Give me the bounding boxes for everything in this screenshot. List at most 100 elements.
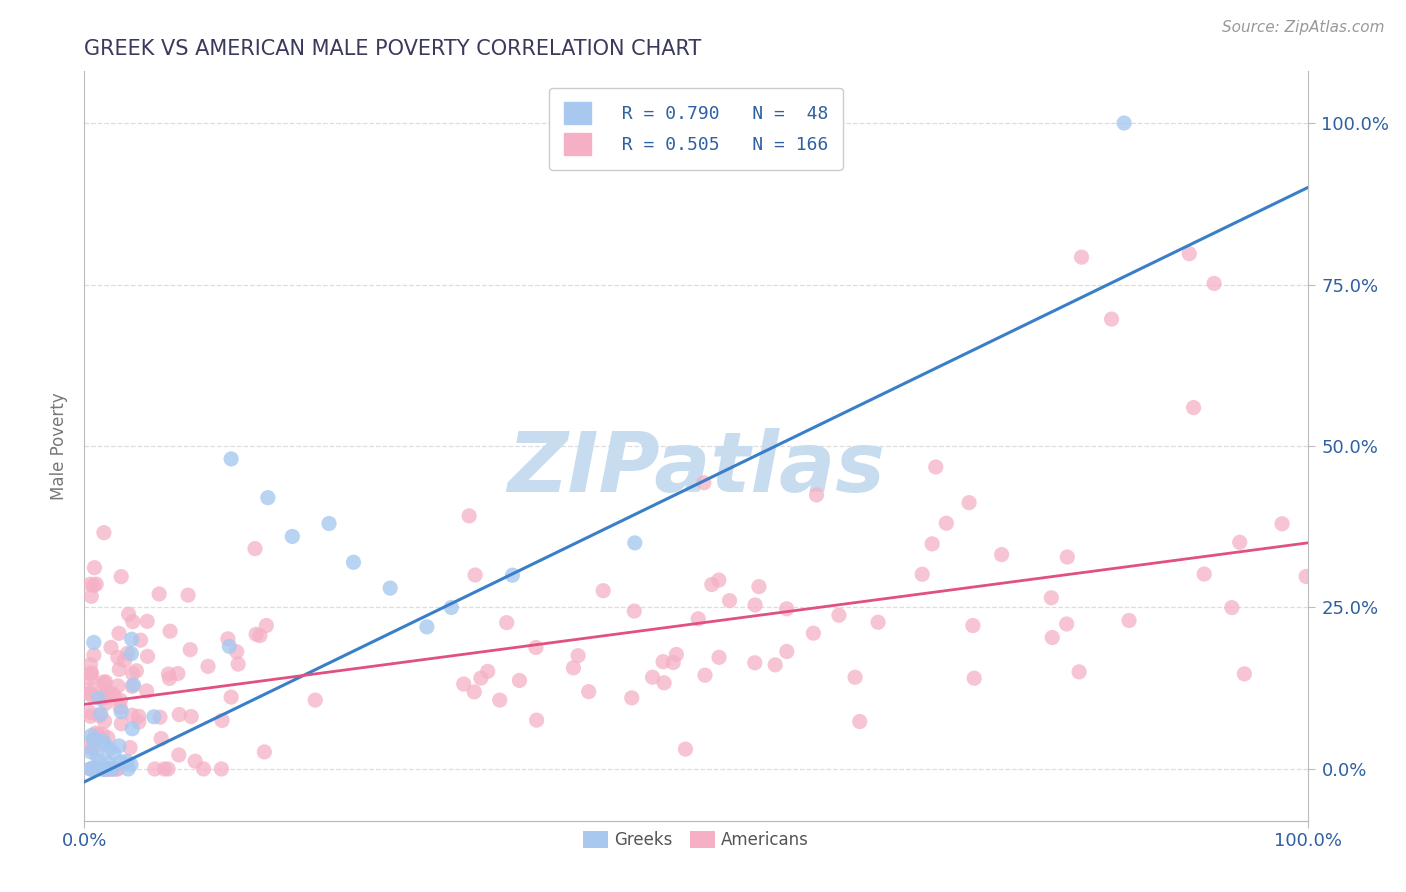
Point [79,657,101,672]
Point [142,710,165,724]
Point [125,664,148,678]
Point [82,741,104,756]
Point [79,762,101,776]
Point [662,656,685,670]
Point [87,691,110,706]
Point [380,581,402,595]
Point [675,742,697,756]
Point [1101,312,1123,326]
Point [935,516,957,531]
Point [83,560,105,574]
Point [98,762,121,776]
Point [921,537,943,551]
Point [80,762,103,776]
Point [136,615,159,629]
Point [911,567,934,582]
Point [707,573,730,587]
Point [80,729,103,743]
Point [211,714,233,728]
Point [225,645,247,659]
Point [567,648,589,663]
Point [79,671,101,685]
Point [148,587,170,601]
Point [128,714,150,729]
Point [1178,246,1201,260]
Point [86,762,108,776]
Point [98,742,121,756]
Point [848,714,870,729]
Point [101,762,124,776]
Point [79,709,101,723]
Point [97,731,120,745]
Point [1056,617,1078,632]
Point [80,665,103,680]
Point [508,673,530,688]
Point [763,657,786,672]
Point [1229,535,1251,549]
Point [463,685,485,699]
Point [180,709,202,723]
Point [122,678,145,692]
Point [90,762,112,776]
Point [193,762,215,776]
Point [91,734,114,748]
Point [990,548,1012,562]
Point [623,604,645,618]
Point [89,754,111,768]
Point [962,618,984,632]
Point [79,706,101,720]
Point [94,674,117,689]
Point [1118,614,1140,628]
Point [79,686,101,700]
Point [79,577,101,591]
Point [100,640,122,655]
Point [108,700,131,714]
Point [925,459,948,474]
Point [562,661,585,675]
Point [245,627,267,641]
Point [96,762,118,776]
Text: Source: ZipAtlas.com: Source: ZipAtlas.com [1222,20,1385,35]
Point [83,733,105,747]
Point [1070,250,1092,264]
Point [526,713,548,727]
Point [209,762,232,776]
Point [91,728,114,742]
Point [121,615,143,629]
Point [440,600,463,615]
Point [94,696,117,710]
Point [107,762,129,776]
Point [110,569,132,583]
Point [115,754,138,768]
Point [1220,600,1243,615]
Point [718,593,741,607]
Point [748,580,770,594]
Point [197,659,219,673]
Point [117,762,139,776]
Point [1114,116,1136,130]
Point [217,632,239,646]
Point [110,693,132,707]
Point [91,688,114,702]
Point [83,635,105,649]
Point [578,684,600,698]
Point [93,714,115,729]
Point [219,690,242,704]
Point [1204,277,1226,291]
Point [94,762,117,776]
Point [693,475,716,490]
Point [1233,666,1256,681]
Point [1271,516,1294,531]
Point [80,589,103,603]
Point [167,666,190,681]
Point [84,726,107,740]
Point [665,648,688,662]
Point [87,727,110,741]
Point [97,762,120,776]
Legend: Greeks, Americans: Greeks, Americans [575,822,817,857]
Point [801,626,824,640]
Point [114,654,136,668]
Point [167,707,190,722]
Point [121,679,143,693]
Point [157,667,180,681]
